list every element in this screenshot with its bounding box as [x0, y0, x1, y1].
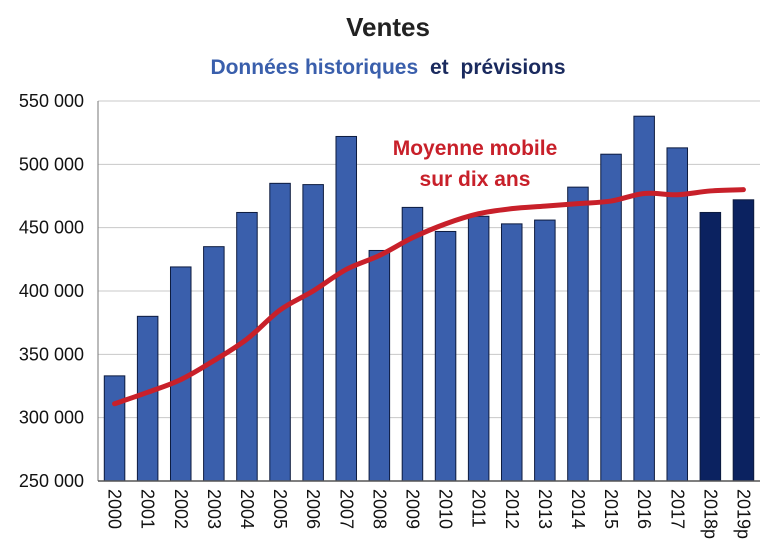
x-tick-label: 2019p	[733, 489, 753, 539]
historical-bar	[434, 230, 457, 482]
x-tick-label: 2009	[402, 489, 422, 529]
historical-bar	[136, 315, 159, 482]
forecast-bar	[732, 199, 755, 482]
historical-bar	[269, 182, 291, 482]
x-tick-label: 2014	[568, 489, 588, 529]
historical-bar	[401, 206, 424, 482]
y-tick-label: 550 000	[19, 91, 84, 111]
x-tick-label: 2012	[502, 489, 522, 529]
x-tick-label: 2015	[601, 489, 621, 529]
historical-bar	[633, 115, 655, 482]
y-tick-labels: 250 000 300 000 350 000 400 000 450 000 500 0…	[19, 91, 84, 491]
x-tick-labels: 2000 2001 2002 2003 2004 2005 2006 2007 2008 2009…	[105, 489, 754, 539]
moving-average-line	[112, 187, 746, 407]
x-tick-label: 2006	[303, 489, 323, 529]
historical-bar	[567, 186, 589, 482]
moving-average-path	[112, 187, 746, 407]
x-tick-label: 2008	[369, 489, 389, 529]
x-tick-label: 2013	[535, 489, 555, 529]
x-tick-label: 2005	[270, 489, 290, 529]
historical-bar	[534, 219, 556, 482]
x-tick-label: 2007	[336, 489, 356, 529]
x-tick-label: 2000	[105, 489, 125, 529]
subtitle-forecast: prévisions	[461, 56, 566, 79]
y-tick-label: 250 000	[19, 471, 84, 491]
historical-bar	[467, 215, 490, 482]
historical-bar	[368, 249, 391, 482]
historical-bar	[335, 135, 358, 482]
y-tick-label: 500 000	[19, 154, 84, 174]
x-tick-label: 2003	[204, 489, 224, 529]
y-tick-label: 450 000	[19, 218, 84, 238]
historical-bar	[302, 184, 324, 482]
subtitle-historical: Données historiques	[210, 56, 418, 79]
chart-title: Ventes	[346, 12, 430, 42]
forecast-bar	[699, 211, 722, 482]
chart-subtitle: Données historiques et prévisions	[210, 56, 565, 79]
historical-bar	[500, 223, 523, 482]
annotation-line-1: Moyenne mobile	[393, 137, 558, 160]
axes	[97, 101, 760, 482]
bars	[103, 115, 755, 482]
subtitle-and: et	[430, 56, 449, 79]
x-tick-label: 2018p	[700, 489, 720, 539]
y-tick-label: 300 000	[19, 408, 84, 428]
y-tick-label: 400 000	[19, 281, 84, 301]
x-tick-label: 2004	[237, 489, 257, 529]
y-tick-label: 350 000	[19, 344, 84, 364]
x-tick-label: 2001	[138, 489, 158, 529]
x-tick-label: 2010	[436, 489, 456, 529]
historical-bar	[666, 147, 689, 482]
historical-bar	[103, 375, 126, 482]
annotation-line-2: sur dix ans	[420, 168, 531, 191]
x-tick-label: 2002	[171, 489, 191, 529]
x-tick-label: 2016	[634, 489, 654, 529]
x-tick-label: 2017	[667, 489, 687, 529]
x-tick-label: 2011	[469, 489, 489, 528]
